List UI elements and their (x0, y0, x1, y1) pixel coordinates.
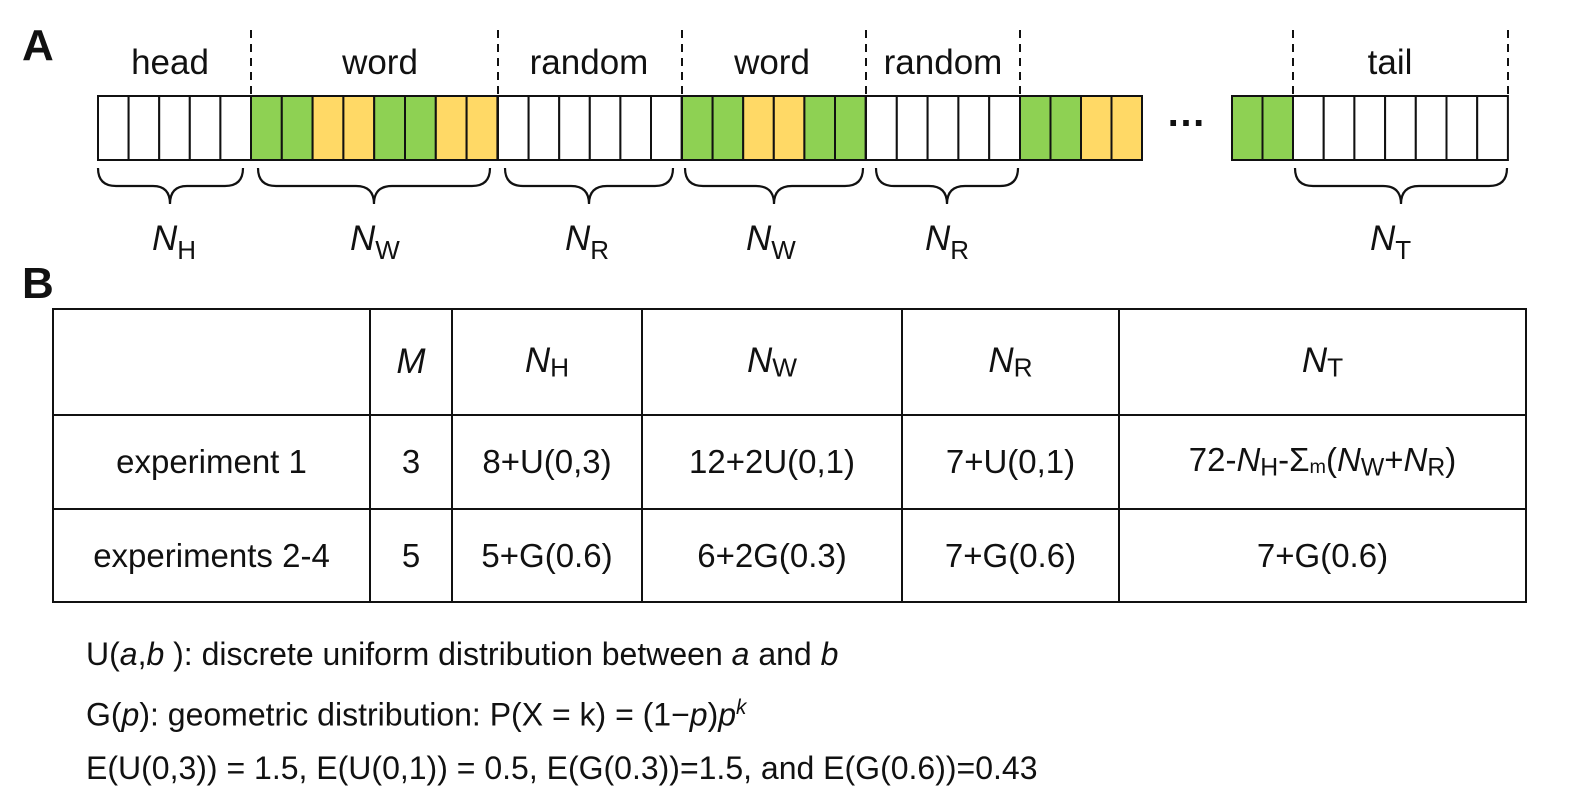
sequence-cell-green (1049, 95, 1082, 161)
sequence-cell-white (97, 95, 130, 161)
sequence-cell-green (681, 95, 714, 161)
sequence-cell-white (558, 95, 591, 161)
sequence-cell-green (711, 95, 745, 161)
sequence-cell-white (1445, 95, 1479, 161)
cell-nh: 8+U(0,3) (451, 414, 643, 510)
brace-head (96, 167, 245, 205)
sequence-cell-green (1261, 95, 1294, 161)
cell-nh: 5+G(0.6) (451, 508, 643, 603)
row-label: experiment 1 (52, 414, 371, 510)
sequence-cell-white (188, 95, 222, 161)
brace-random-1 (503, 167, 675, 205)
table-row: experiments 2-4 5 5+G(0.6) 6+2G(0.3) 7+G… (52, 508, 1527, 603)
sequence-cell-green (803, 95, 837, 161)
sequence-cell-white (988, 95, 1022, 161)
segment-label-head: head (131, 43, 209, 82)
brace-label-nr-2: NR (925, 219, 969, 265)
sequence-cell-white (497, 95, 530, 161)
sequence-cell-yellow (1080, 95, 1113, 161)
segment-label-random-1: random (530, 43, 649, 82)
brace-tail (1293, 167, 1509, 205)
header-nw: NW (641, 308, 903, 416)
header-nt: NT (1118, 308, 1527, 416)
sequence-cell-yellow (434, 95, 468, 161)
brace-word-1 (256, 167, 492, 205)
table-row: experiment 1 3 8+U(0,3) 12+2U(0,1) 7+U(0… (52, 414, 1527, 510)
header-nh: NH (451, 308, 643, 416)
cell-nt: 72-NH-Σm(NW+NR) (1118, 414, 1527, 510)
parameter-table: M NH NW NR NT experiment 1 3 8+U(0,3) 12… (52, 308, 1527, 603)
braces (96, 167, 1509, 205)
sequence-cell-yellow (772, 95, 806, 161)
row-label: experiments 2-4 (52, 508, 371, 603)
cell-nr: 7+U(0,1) (901, 414, 1120, 510)
sequence-cell-yellow (311, 95, 345, 161)
segment-label-word-1: word (341, 43, 418, 82)
sequence-cell-white (1353, 95, 1387, 161)
sequence-cell-yellow (742, 95, 775, 161)
brace-random-2 (874, 167, 1020, 205)
header-nr: NR (901, 308, 1120, 416)
sequence-diagram: head word random word random tail … NH N… (96, 30, 1509, 265)
sequence-cell-white (926, 95, 960, 161)
sequence-cell-white (650, 95, 683, 161)
sequence-cell-white (895, 95, 929, 161)
sequence-cell-green (250, 95, 283, 161)
brace-label-nt: NT (1370, 219, 1411, 265)
brace-label-nr-1: NR (565, 219, 609, 265)
sequence-cell-white (588, 95, 622, 161)
sequence-cell-green (834, 95, 867, 161)
cell-m: 3 (369, 414, 453, 510)
table-header-row: M NH NW NR NT (52, 308, 1527, 416)
sequence-cell-white (1384, 95, 1417, 161)
sequence-cell-white (219, 95, 252, 161)
note-uniform: U(a,b ): discrete uniform distribution b… (86, 636, 839, 672)
sequence-cell-white (865, 95, 898, 161)
sequence-cell-white (1322, 95, 1356, 161)
sequence-cell-green (1231, 95, 1264, 161)
sequence-cell-yellow (465, 95, 499, 161)
sequence-cell-white (957, 95, 991, 161)
segment-label-random-2: random (884, 43, 1003, 82)
sequence-cell-white (1292, 95, 1325, 161)
cell-nw: 12+2U(0,1) (641, 414, 903, 510)
brace-label-nw-2: NW (746, 219, 796, 265)
cell-nr: 7+G(0.6) (901, 508, 1120, 603)
note-expectations: E(U(0,3)) = 1.5, E(U(0,1)) = 0.5, E(G(0.… (86, 749, 1038, 786)
cell-strip (97, 95, 1509, 161)
panel-label-a: A (22, 21, 54, 70)
sequence-cell-yellow (342, 95, 376, 161)
sequence-cell-white (127, 95, 161, 161)
sequence-cell-green (373, 95, 407, 161)
note-geometric: G(p): geometric distribution: P(X = k) =… (86, 696, 747, 733)
segment-separators (250, 30, 1509, 96)
brace-word-2 (683, 167, 865, 205)
header-m: M (369, 308, 453, 416)
notes: U(a,b ): discrete uniform distribution b… (86, 628, 1037, 795)
sequence-cell-green (280, 95, 314, 161)
panel-label-b: B (22, 259, 54, 308)
cell-nw: 6+2G(0.3) (641, 508, 903, 603)
sequence-cell-white (619, 95, 653, 161)
cell-m: 5 (369, 508, 453, 603)
brace-label-nh: NH (152, 219, 196, 265)
sequence-cell-white (527, 95, 561, 161)
sequence-cell-white (1414, 95, 1448, 161)
sequence-cell-yellow (1110, 95, 1143, 161)
segment-label-word-2: word (733, 43, 810, 82)
sequence-cell-green (1019, 95, 1052, 161)
ellipsis: … (1166, 91, 1206, 135)
cell-nt: 7+G(0.6) (1118, 508, 1527, 603)
sequence-cell-white (1476, 95, 1509, 161)
sequence-cell-white (158, 95, 191, 161)
header-empty-cell (52, 308, 371, 416)
segment-label-tail: tail (1368, 43, 1413, 82)
brace-label-nw-1: NW (350, 219, 400, 265)
sequence-cell-green (404, 95, 437, 161)
